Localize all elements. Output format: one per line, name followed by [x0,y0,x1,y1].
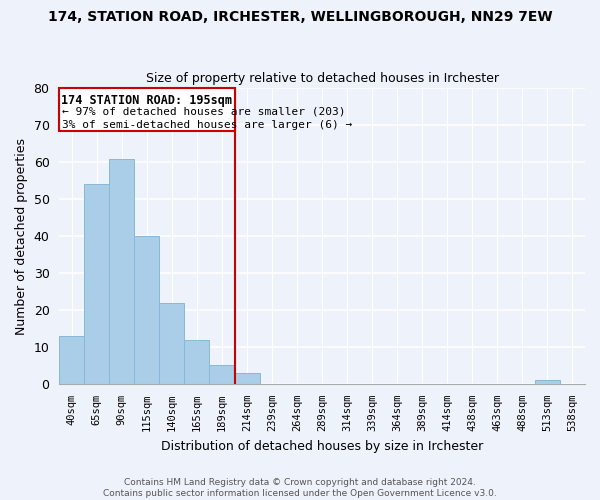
Bar [59,336,85,384]
Text: 174, STATION ROAD, IRCHESTER, WELLINGBOROUGH, NN29 7EW: 174, STATION ROAD, IRCHESTER, WELLINGBOR… [47,10,553,24]
FancyBboxPatch shape [59,88,235,131]
Bar [235,373,260,384]
Text: ← 97% of detached houses are smaller (203): ← 97% of detached houses are smaller (20… [62,107,345,117]
Text: 174 STATION ROAD: 195sqm: 174 STATION ROAD: 195sqm [61,94,232,107]
Bar [535,380,560,384]
Text: Contains HM Land Registry data © Crown copyright and database right 2024.
Contai: Contains HM Land Registry data © Crown c… [103,478,497,498]
Bar [85,184,109,384]
Bar [160,302,184,384]
Title: Size of property relative to detached houses in Irchester: Size of property relative to detached ho… [146,72,499,85]
Bar [109,158,134,384]
Y-axis label: Number of detached properties: Number of detached properties [15,138,28,334]
Bar [184,340,209,384]
X-axis label: Distribution of detached houses by size in Irchester: Distribution of detached houses by size … [161,440,483,452]
Bar [209,366,235,384]
Text: 3% of semi-detached houses are larger (6) →: 3% of semi-detached houses are larger (6… [62,120,352,130]
Bar [134,236,160,384]
